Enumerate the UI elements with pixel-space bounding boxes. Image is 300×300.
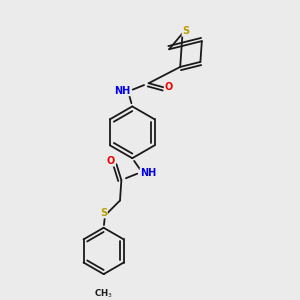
Text: S: S: [100, 208, 107, 218]
Text: O: O: [164, 82, 173, 92]
Text: S: S: [182, 26, 189, 36]
Text: NH: NH: [114, 85, 130, 96]
Text: CH$_3$: CH$_3$: [94, 287, 113, 300]
Text: NH: NH: [140, 168, 157, 178]
Text: O: O: [107, 156, 115, 166]
